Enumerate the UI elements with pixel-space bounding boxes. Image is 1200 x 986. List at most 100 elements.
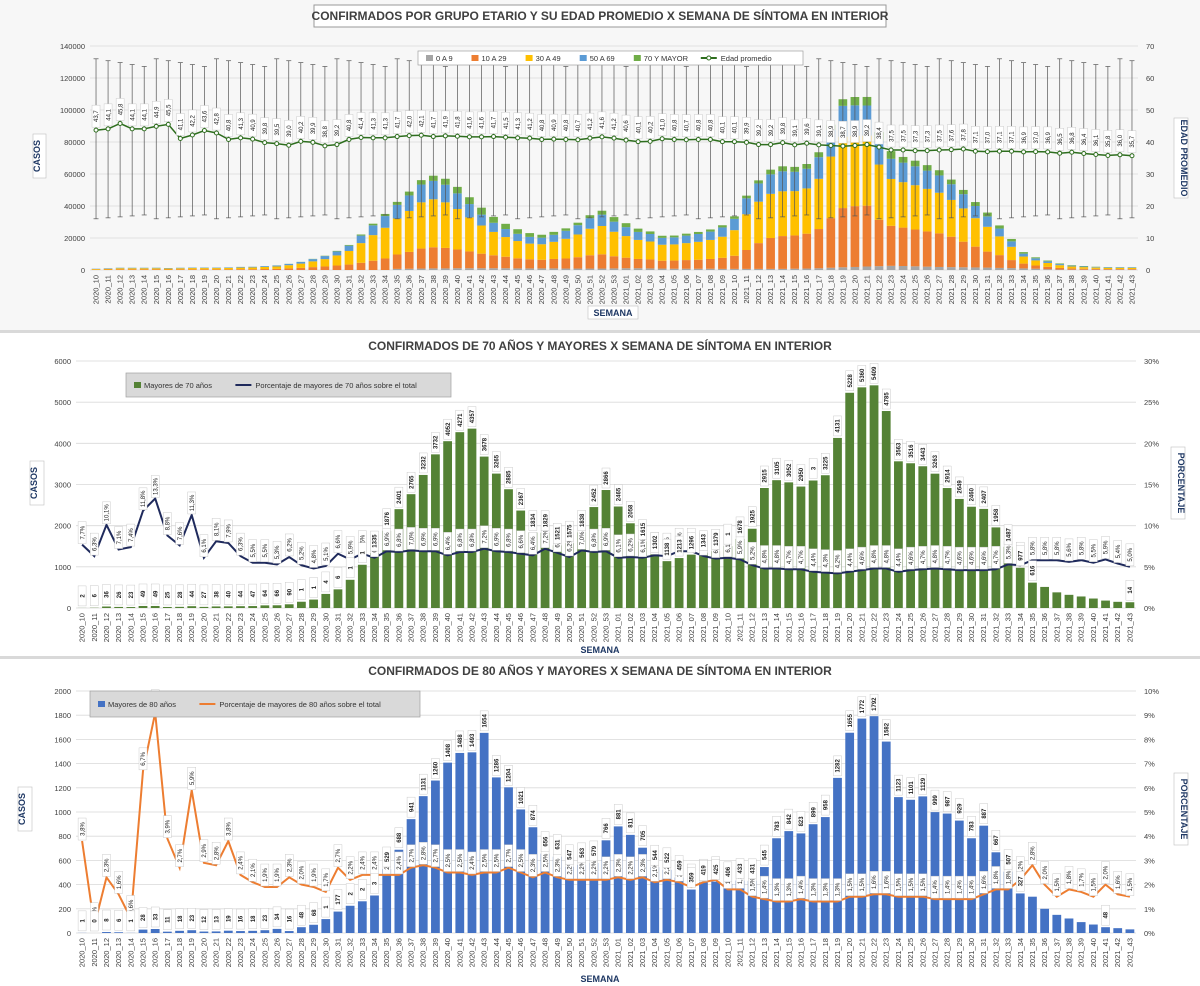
x-tick-label: 2020_17 [176,275,185,304]
bar-segment [958,208,968,242]
x-tick-label: 2020_29 [309,938,318,967]
line-data-label-text: 7,0% [409,531,415,545]
y-tick-label: 3000 [54,481,71,490]
line-data-label-box [1113,871,1122,894]
line-data-label: 40,8 [537,114,546,137]
line-data-label-text: 37,3 [913,130,919,142]
bar-segment [693,234,703,242]
bar-segment [706,231,715,240]
line-data-label-box [1040,861,1049,884]
line-data-label-text: 44,1 [142,108,148,120]
line-data-label: 43,6 [200,105,209,128]
series-line [81,496,1131,575]
bar-segment [404,251,414,269]
bar-data-label-text: 1021 [519,790,525,804]
bar-data-label-text: 34 [275,913,281,920]
bar [102,932,111,933]
x-tick-label: 2020_36 [394,613,403,642]
bar-segment [693,259,703,269]
line-data-label-text: 1,7% [324,872,330,886]
bar-data-label: 811 [626,812,635,834]
x-tick-label: 2020_46 [516,938,525,967]
x-tick-label: 2020_53 [602,613,611,642]
bar-data-label: 2407 [979,486,988,508]
bar-data-label-box [626,501,635,522]
line-data-label-text: 37,5 [889,130,895,142]
bar-segment [1079,267,1089,269]
bar-data-label-text: 1302 [653,535,659,549]
line-marker [491,134,497,140]
x-tick-label: 2020_10 [78,938,87,967]
line-data-label-text: 6,4% [531,536,537,550]
line-data-label-text: 6,8% [470,533,476,547]
bar-segment [320,259,330,267]
line-data-label-text: 5,4% [1116,544,1122,558]
line-data-label-box [808,548,818,571]
line-data-label-box [1101,861,1110,884]
bar-data-label: 1021 [516,787,525,808]
line-data-label: 2,4% [370,851,379,875]
x-tick-label: 2021_08 [699,938,708,967]
line-data-label: 5,2% [297,541,306,565]
bar-data-label-box [784,808,793,830]
line-data-label-box [1052,873,1062,896]
bar-segment [525,236,535,244]
bar-data-label: 2 [358,879,367,900]
line-data-label-box [516,530,525,553]
bar-data-label-box [882,719,891,740]
x-tick-label: 2021_10 [723,938,732,967]
x-tick-label: 2020_47 [528,938,537,967]
bar-segment [645,259,655,269]
bar-segment [983,216,992,227]
bar-data-label-box [955,798,964,819]
y2-tick-label: 25% [1144,398,1159,407]
bar-segment [826,267,836,270]
line-data-label: 37,6 [947,124,955,147]
x-tick-label: 2020_50 [565,938,574,967]
line-data-label: 2,8% [419,842,427,865]
line-data-label-box [796,546,806,569]
line-data-label-text: 2,5% [495,853,501,867]
line-data-label-text: 2,2% [568,860,574,874]
bar-segment [392,218,402,255]
line-data-label-text: 2,3% [531,858,537,872]
x-tick-label: 2020_39 [431,938,440,967]
line-data-label: 37,1 [995,126,1004,149]
line-data-label-box [455,528,464,552]
line-data-label-text: 5,9% [738,540,744,554]
y-axis-title: CASOS [32,140,42,172]
line-data-label-box [380,112,390,136]
line-data-label: 1,4% [967,875,976,899]
bar [869,716,879,933]
x-tick-label: 2020_27 [296,275,305,304]
bar-data-label-text: 1379 [714,532,720,546]
x-tick-label: 2021_06 [675,613,684,642]
line-data-label-text: 1,5% [1092,877,1098,891]
x-tick-label: 2021_12 [748,938,757,967]
bar-segment [718,236,727,258]
bar-data-label-box [297,579,306,600]
bar-data-label-text: 1138 [665,542,671,556]
bar [565,866,574,933]
bar-data-label: 1123 [894,774,903,796]
line-data-label-box [309,863,318,887]
x-tick-label: 2020_36 [405,275,414,304]
x-tick-label: 2021_11 [742,275,751,304]
bar-segment [669,260,679,269]
bar-data-label-text: 1 [312,585,318,589]
line-marker [1117,152,1123,158]
line-data-label: 7,7% [77,521,87,544]
bar [150,929,160,933]
bar-data-label: 1615 [638,519,647,540]
line-marker [454,133,460,139]
bar-segment [742,214,751,250]
bar [309,599,318,608]
line-data-label: 40,8 [694,114,703,137]
line-data-label-box [77,521,87,544]
line-marker [1033,149,1039,155]
bar-segment [537,259,547,269]
line-data-label: 1,5% [906,873,915,896]
line-marker [1129,153,1135,159]
bar [272,605,282,608]
bar [1125,602,1135,608]
